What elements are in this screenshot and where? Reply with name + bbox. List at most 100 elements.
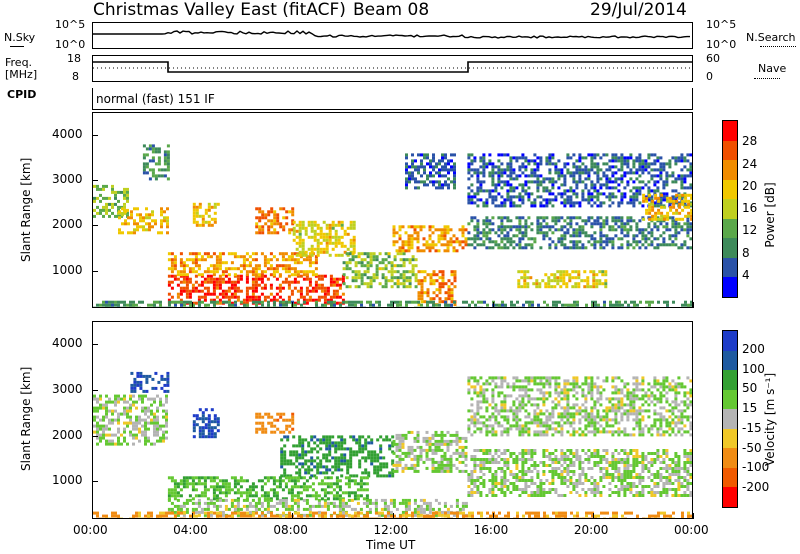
velocity-y-tick-label: 1000 <box>52 473 83 488</box>
velocity-colorbar-swatch <box>723 409 737 430</box>
x-tick <box>392 513 394 519</box>
x-tick <box>693 513 694 519</box>
power-colorbar-swatch <box>723 140 737 162</box>
velocity-band <box>255 412 295 434</box>
nsky-tick-top: 10^5 <box>55 18 86 31</box>
x-tick-label: 16:00 <box>473 523 509 537</box>
velocity-y-tick-label: 4000 <box>52 335 83 350</box>
power-band <box>467 153 692 208</box>
power-band <box>142 144 170 181</box>
cpid-text: normal (fast) 151 IF <box>96 92 215 106</box>
power-colorbar-tick-label: 12 <box>742 223 758 238</box>
velocity-band <box>192 408 220 439</box>
velocity-y-tick <box>92 389 98 391</box>
velocity-y-tick <box>92 435 98 437</box>
velocity-band <box>93 394 168 446</box>
beam-label: Beam 08 <box>353 0 430 20</box>
x-tick <box>392 302 394 308</box>
freq-tick-top: 18 <box>67 52 81 65</box>
x-tick <box>192 302 194 308</box>
velocity-colorbar-swatch <box>723 467 737 489</box>
freq-tick-bottom: 8 <box>72 70 79 83</box>
velocity-heatmap <box>93 371 692 518</box>
power-colorbar-swatch <box>723 257 737 279</box>
power-colorbar-swatch <box>723 277 737 297</box>
freq-unit-label: [MHz] <box>5 68 38 81</box>
velocity-colorbar-swatch <box>723 331 737 352</box>
power-colorbar-tick-label: 20 <box>742 178 758 193</box>
x-tick <box>292 302 294 308</box>
nave-tick-bottom: 0 <box>706 70 713 83</box>
x-tick-label: 12:00 <box>373 523 409 537</box>
power-y-tick-label: 1000 <box>52 262 83 277</box>
velocity-panel <box>92 321 693 519</box>
power-colorbar-label: Power [dB] <box>763 182 777 248</box>
velocity-band <box>467 376 692 437</box>
nsearch-tick-bottom: 10^0 <box>706 38 737 51</box>
nsearch-legend-line <box>760 46 796 47</box>
power-colorbar <box>722 120 738 298</box>
x-tick <box>492 513 494 519</box>
velocity-band <box>280 435 395 478</box>
velocity-band <box>130 371 170 393</box>
power-band <box>167 252 318 277</box>
x-axis-label: Time UT <box>366 538 416 552</box>
velocity-colorbar-swatch <box>723 370 737 391</box>
velocity-colorbar-tick-label: 50 <box>742 381 758 396</box>
velocity-band <box>467 449 692 497</box>
freq-panel <box>92 55 693 82</box>
noise-trace <box>93 30 690 39</box>
power-band <box>405 153 456 190</box>
x-tick <box>292 513 294 519</box>
power-colorbar-swatch <box>723 199 737 220</box>
velocity-colorbar-tick-label: -15 <box>742 420 762 435</box>
velocity-colorbar-tick-label: -100 <box>742 460 770 475</box>
x-tick-label: 04:00 <box>173 523 208 537</box>
power-colorbar-swatch <box>723 121 737 142</box>
power-band <box>292 220 356 257</box>
noise-panel <box>92 22 693 49</box>
power-heatmap <box>93 144 692 307</box>
velocity-colorbar-swatch <box>723 448 737 469</box>
power-colorbar-tick-label: 24 <box>742 156 758 171</box>
nsky-label: N.Sky <box>4 31 36 44</box>
nsearch-label: N.Search <box>746 31 796 44</box>
velocity-colorbar-tick-label: -50 <box>742 440 762 455</box>
x-tick-label: 00:00 <box>73 523 108 537</box>
freq-trace <box>93 61 692 73</box>
velocity-colorbar-swatch <box>723 350 737 372</box>
power-y-tick-label: 2000 <box>52 217 83 232</box>
velocity-y-tick-label: 3000 <box>52 381 83 396</box>
nave-legend-line <box>754 78 780 79</box>
cpid-panel: normal (fast) 151 IF <box>92 88 693 110</box>
x-tick <box>92 513 93 519</box>
power-band <box>517 270 608 289</box>
power-band <box>642 193 692 221</box>
x-tick <box>592 302 594 308</box>
velocity-ylabel: Slant Range [km] <box>19 366 33 471</box>
power-colorbar-tick-label: 4 <box>742 267 750 282</box>
x-tick-label: 20:00 <box>573 523 609 537</box>
nave-tick-top: 60 <box>706 52 720 65</box>
power-band <box>417 270 457 307</box>
nsky-legend-line <box>10 46 24 47</box>
power-band <box>392 225 468 253</box>
velocity-colorbar-swatch <box>723 389 737 411</box>
nsearch-tick-top: 10^5 <box>706 18 737 31</box>
power-colorbar-swatch <box>723 218 737 240</box>
x-tick <box>693 302 694 308</box>
power-colorbar-swatch <box>723 160 737 181</box>
power-colorbar-tick-label: 8 <box>742 245 750 260</box>
x-tick <box>492 302 494 308</box>
x-tick <box>592 513 594 519</box>
power-band <box>255 207 295 235</box>
x-tick <box>92 302 93 308</box>
velocity-band <box>392 430 468 473</box>
power-band <box>118 207 169 235</box>
velocity-band <box>167 476 369 501</box>
velocity-y-tick <box>92 481 98 483</box>
power-band <box>192 202 220 227</box>
power-y-tick <box>92 134 98 136</box>
site-title: Christmas Valley East (fitACF) <box>93 0 346 20</box>
x-tick-label: 08:00 <box>273 523 308 537</box>
